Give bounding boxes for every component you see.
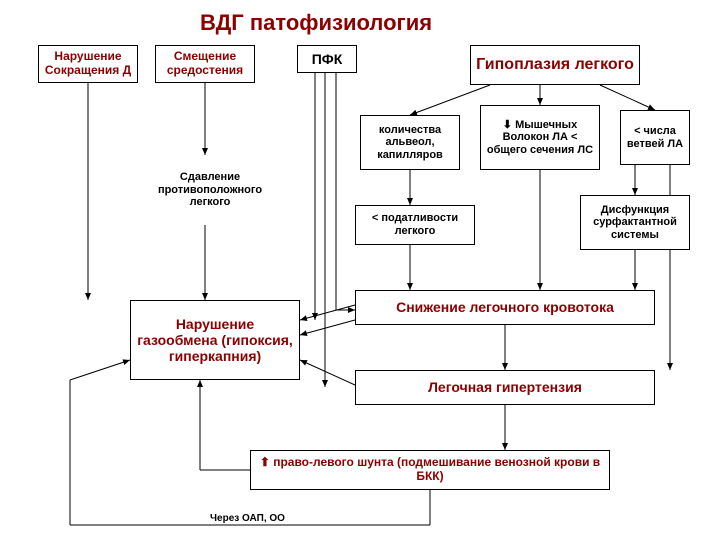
node-n10: Дисфункция сурфактантной системы — [580, 195, 690, 250]
diagram-title: ВДГ патофизиология — [200, 10, 432, 36]
node-n7: ⬇ Мышечных Волокон ЛА < общего сечения Л… — [480, 105, 600, 170]
node-n8: < числа ветвей ЛА — [620, 110, 690, 165]
node-n9: < податливости легкого — [355, 205, 475, 245]
node-n12: Снижение легочного кровотока — [355, 290, 655, 325]
node-n11: Нарушение газообмена (гипоксия, гиперкап… — [130, 300, 300, 380]
node-n1: Нарушение Сокращения Д — [38, 45, 138, 83]
node-n13: Легочная гипертензия — [355, 370, 655, 405]
node-n2: Смещение средостения — [155, 45, 255, 83]
node-n6: количества альвеол, капилляров — [360, 115, 460, 170]
node-n4: Гипоплазия легкого — [470, 45, 640, 85]
node-n5: Сдавление противоположного легкого — [155, 155, 265, 225]
annotation-oap: Через ОАП, ОО — [210, 513, 285, 524]
node-n3: ПФК — [297, 45, 357, 73]
node-n14: ⬆ право-левого шунта (подмешивание веноз… — [250, 450, 610, 490]
